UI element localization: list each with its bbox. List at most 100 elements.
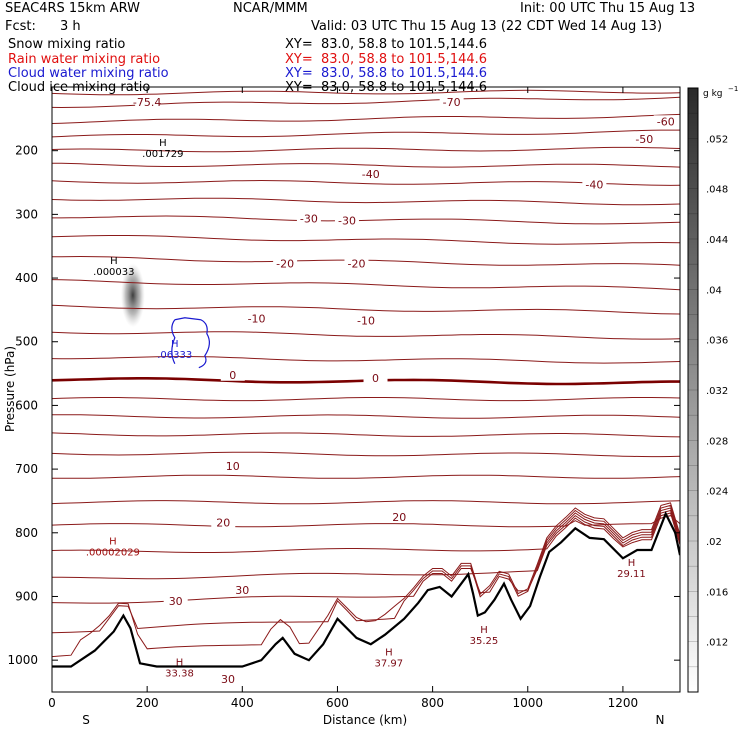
- y-axis-label: Pressure (hPa): [3, 346, 17, 432]
- temperature-label: 30: [221, 673, 235, 686]
- colorbar-tick-label: .016: [706, 587, 728, 598]
- contour-label-bg: [363, 371, 388, 384]
- extremum-marker: H: [159, 138, 167, 149]
- temperature-label: -20: [276, 257, 294, 270]
- field-snow-name: Snow mixing ratio: [8, 37, 126, 52]
- colorbar-tick-label: .052: [706, 134, 728, 145]
- contour-label-bg: [358, 168, 383, 181]
- contour-label-bg: [296, 212, 321, 225]
- temperature-contour: [52, 162, 680, 168]
- colorbar-tick-label: .04: [706, 285, 722, 296]
- temperature-contour: [52, 509, 680, 580]
- temperature-label: -10: [248, 313, 266, 326]
- temperature-contour: [52, 197, 680, 206]
- contour-label-bg: [220, 459, 245, 472]
- contour-label-bg: [230, 584, 255, 597]
- field-rain-name: Rain water mixing ratio: [8, 52, 161, 67]
- field-cloudwater-name: Cloud water mixing ratio: [8, 66, 169, 81]
- contour-label-bg: [387, 510, 412, 523]
- x-tick-label: 1200: [608, 696, 639, 710]
- temperature-contour: [52, 89, 680, 96]
- contour-label-bg: [653, 115, 678, 128]
- temperature-contour: [52, 414, 680, 419]
- temperature-contour: [52, 113, 680, 124]
- extremum-marker: H: [171, 339, 179, 350]
- contour-label-bg: [273, 257, 298, 270]
- temperature-label: 0: [229, 369, 236, 382]
- cloud-water-contour: [171, 317, 210, 369]
- y-tick-label: 800: [15, 526, 38, 540]
- temperature-contour: [52, 331, 680, 340]
- north-end-label: N: [656, 713, 665, 727]
- temperature-contour: [52, 512, 680, 553]
- contour-label-bg: [244, 312, 269, 325]
- temperature-contour: [52, 504, 680, 634]
- contour-label-bg: [135, 96, 160, 109]
- valid-time: Valid: 03 UTC Thu 15 Aug 13 (22 CDT Wed …: [311, 19, 663, 34]
- extremum-value: 37.97: [375, 659, 404, 670]
- x-tick-label: 1000: [512, 696, 543, 710]
- temperature-label: 10: [226, 460, 240, 473]
- temperature-label: -40: [585, 178, 603, 191]
- temperature-label: 30: [235, 584, 249, 597]
- extremum-value: .000033: [93, 267, 134, 278]
- extremum-value: .001729: [142, 149, 183, 160]
- south-end-label: S: [82, 713, 90, 727]
- extremum-marker: H: [385, 648, 393, 659]
- colorbar-tick-label: .012: [706, 638, 728, 649]
- temperature-label: -40: [362, 168, 380, 181]
- contour-label-bg: [220, 368, 245, 381]
- y-tick-label: 700: [15, 462, 38, 476]
- temperature-contour: [52, 279, 680, 291]
- colorbar-tick-label: .028: [706, 436, 728, 447]
- contour-label-bg: [439, 96, 464, 109]
- x-tick-label: 0: [48, 696, 56, 710]
- extremum-value: 29.11: [617, 569, 646, 580]
- organization: NCAR/MMM: [233, 1, 308, 16]
- extremum-marker: H: [176, 657, 184, 668]
- y-tick-label: 300: [15, 207, 38, 221]
- contour-label-bg: [632, 133, 657, 146]
- field-rain-xy: XY= 83.0, 58.8 to 101.5,144.6: [285, 52, 488, 67]
- extremum-marker: H: [628, 558, 636, 569]
- contour-label-bg: [163, 594, 188, 607]
- temperature-label: 30: [169, 595, 183, 608]
- temperature-label: -30: [300, 213, 318, 226]
- y-tick-label: 400: [15, 271, 38, 285]
- contour-label-bg: [354, 314, 378, 327]
- x-tick-label: 600: [326, 696, 349, 710]
- temperature-contour: [52, 515, 680, 528]
- colorbar-tick-label: .032: [706, 386, 728, 397]
- init-time: Init: 00 UTC Thu 15 Aug 13: [520, 1, 696, 16]
- temperature-contour: [52, 129, 680, 138]
- x-axis-label: Distance (km): [323, 713, 407, 727]
- temperature-label: 20: [392, 511, 406, 524]
- temperature-label: 0: [372, 372, 379, 385]
- contour-label-bg: [582, 178, 607, 191]
- model-name: SEAC4RS 15km ARW: [5, 1, 141, 16]
- y-tick-label: 1000: [7, 653, 38, 667]
- temperature-contour: [52, 474, 680, 479]
- temperature-label: 20: [216, 517, 230, 530]
- extremum-value: 35.25: [470, 636, 499, 647]
- temperature-contour: [52, 502, 680, 658]
- temperature-label: -30: [338, 215, 356, 228]
- x-tick-label: 200: [136, 696, 159, 710]
- colorbar-tick-label: .02: [706, 537, 722, 548]
- temperature-label: -75.4: [133, 96, 161, 109]
- y-tick-label: 900: [15, 589, 38, 603]
- forecast-hours: 3 h: [60, 19, 81, 34]
- temperature-contour: [52, 432, 680, 438]
- x-tick-label: 800: [421, 696, 444, 710]
- temperature-contour: [52, 304, 680, 315]
- temperature-label: -10: [357, 315, 375, 328]
- extremum-value: 33.38: [165, 668, 194, 679]
- temperature-contour: [52, 355, 680, 364]
- temperature-label: -70: [443, 96, 461, 109]
- cloud-ice-shading: [120, 263, 145, 328]
- temperature-contour: [52, 235, 680, 245]
- temperature-label: -20: [348, 257, 366, 270]
- colorbar-tick-label: .024: [706, 487, 728, 498]
- temperature-contour: [52, 500, 680, 505]
- temperature-label: -50: [635, 133, 653, 146]
